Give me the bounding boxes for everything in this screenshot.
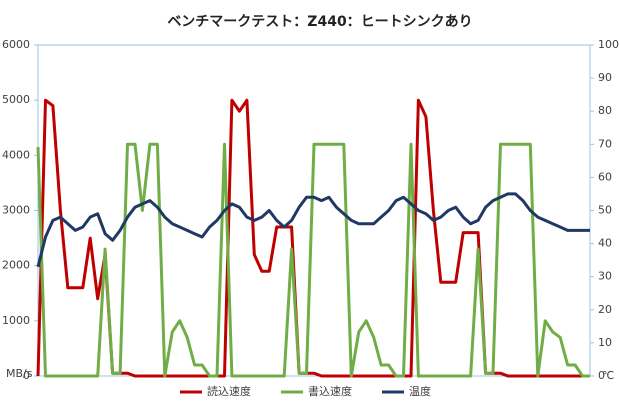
y2-tick-label: 90: [598, 71, 612, 84]
y2-tick-label: 60: [598, 170, 612, 183]
legend-label: 読込速度: [207, 384, 251, 398]
series-line: [36, 142, 590, 378]
chart-title: ベンチマークテスト：Z440：ヒートシンクあり: [167, 14, 472, 30]
y2-tick-label: 70: [598, 137, 612, 150]
y-tick-label: 4000: [2, 148, 30, 161]
legend-label: 温度: [409, 384, 431, 398]
y2-tick-label: 80: [598, 104, 612, 117]
y2-tick-label: 100: [598, 38, 619, 51]
y-tick-label: 1000: [2, 314, 30, 327]
series-line: [36, 98, 590, 378]
y2-tick-label: 50: [598, 204, 612, 217]
y2-tick-label: 40: [598, 237, 612, 250]
y-tick-label: 6000: [2, 38, 30, 51]
y2-tick-label: 0: [598, 369, 605, 382]
y-tick-label: 0: [23, 369, 30, 382]
y-tick-label: 2000: [2, 259, 30, 272]
y2-tick-label: 20: [598, 303, 612, 316]
y2-tick-label: 10: [598, 336, 612, 349]
y-tick-label: 5000: [2, 93, 30, 106]
y2-tick-label: 30: [598, 270, 612, 283]
series-line: [36, 192, 590, 268]
y2-unit: ℃: [602, 369, 614, 382]
y-tick-label: 3000: [2, 204, 30, 217]
y-unit: MB/s: [6, 367, 33, 380]
legend-label: 書込速度: [308, 384, 352, 398]
